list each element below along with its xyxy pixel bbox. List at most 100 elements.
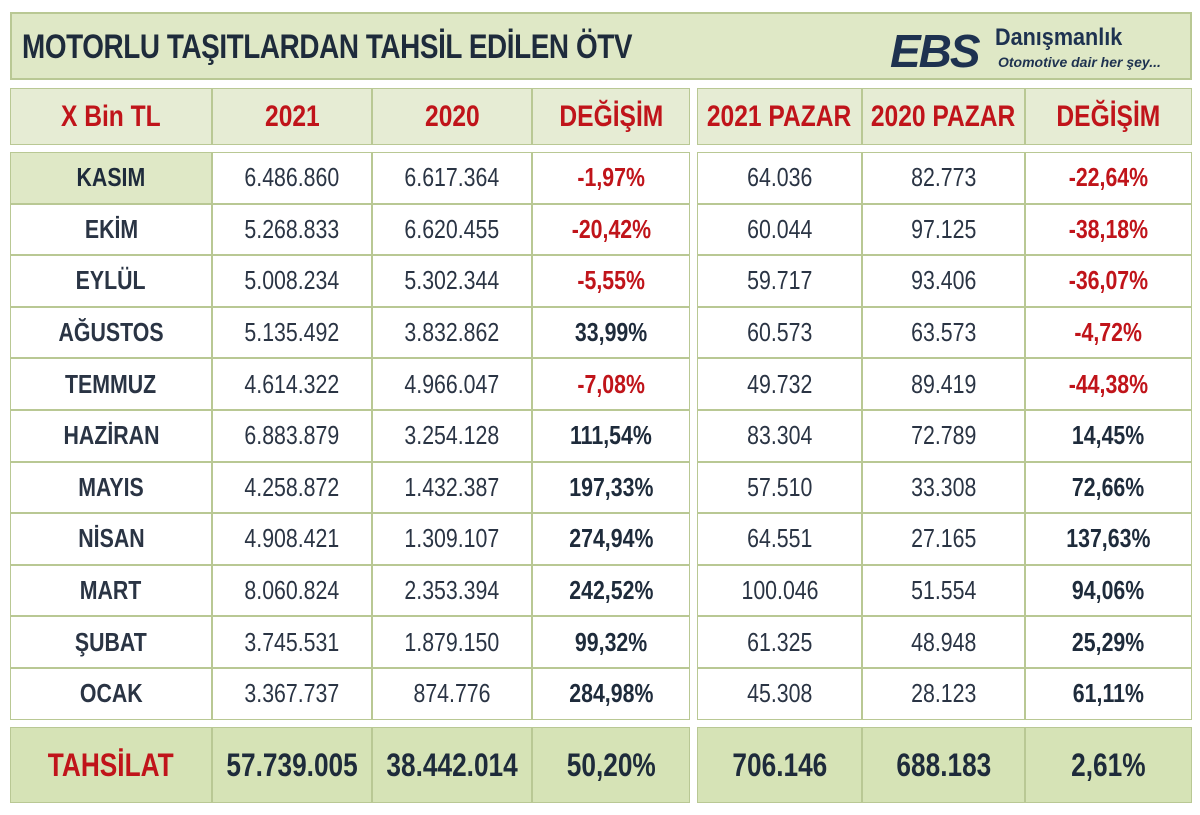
row-label-text: OCAK	[79, 678, 143, 709]
table-cell-text: 82.773	[910, 162, 977, 193]
table-cell-text: 57.510	[746, 471, 813, 502]
total-cell: 50,20%	[532, 727, 690, 803]
table-cell: 2.353.394	[372, 564, 532, 617]
table-cell-text: 72,66%	[1072, 471, 1145, 502]
row-label-text: NİSAN	[77, 523, 145, 554]
table-cell-text: 4.908.421	[244, 523, 340, 554]
column-header: DEĞİŞİM	[1025, 88, 1192, 145]
table-cell: 28.123	[862, 668, 1025, 720]
table-cell: 72.789	[862, 410, 1025, 462]
table-cell: -20,42%	[532, 203, 690, 256]
table-cell-text: 874.776	[413, 678, 491, 709]
table-cell-text: 60.573	[746, 317, 813, 348]
column-header-text: 2020 PAZAR	[871, 99, 1016, 133]
table-cell: -1,97%	[532, 152, 690, 204]
table-cell-text: 284,98%	[568, 678, 654, 709]
table-cell-text: -1,97%	[577, 162, 645, 193]
table-cell-text: -5,55%	[577, 265, 645, 296]
table-cell-text: 63.573	[910, 317, 977, 348]
ebs-logo: EBS Danışmanlık Otomotive dair her şey..…	[890, 22, 1180, 77]
row-label: ŞUBAT	[10, 616, 212, 668]
table-cell: 93.406	[862, 255, 1025, 307]
table-cell: 100.046	[697, 564, 862, 617]
total-cell: 2,61%	[1025, 727, 1192, 803]
table-cell: 14,45%	[1025, 410, 1192, 462]
table-cell: 6.617.364	[372, 152, 532, 204]
table-cell-text: 6.486.860	[244, 162, 340, 193]
table-cell: 45.308	[697, 668, 862, 720]
table-cell: 94,06%	[1025, 564, 1192, 617]
table-cell: 6.486.860	[212, 152, 372, 204]
table-cell: -7,08%	[532, 358, 690, 410]
column-header-text: 2021	[264, 99, 320, 133]
total-cell-text: 2,61%	[1071, 746, 1146, 783]
row-label-text: HAZİRAN	[63, 420, 159, 451]
table-cell: 6.620.455	[372, 203, 532, 256]
table-cell: 111,54%	[532, 410, 690, 462]
table-cell-text: 61,11%	[1072, 678, 1145, 709]
table-cell: 83.304	[697, 410, 862, 462]
table-cell-text: -20,42%	[571, 213, 651, 244]
table-cell: -44,38%	[1025, 358, 1192, 410]
table-cell: 5.268.833	[212, 203, 372, 256]
column-header-text: 2020	[424, 99, 480, 133]
row-label: EKİM	[10, 203, 212, 256]
row-label: MART	[10, 564, 212, 617]
table-cell-text: -44,38%	[1068, 368, 1149, 399]
table-cell: 33.308	[862, 461, 1025, 514]
row-label-text: MAYIS	[78, 471, 144, 502]
row-label: OCAK	[10, 668, 212, 720]
table-cell: 4.614.322	[212, 358, 372, 410]
table-cell: 25,29%	[1025, 616, 1192, 668]
table-cell: 3.832.862	[372, 306, 532, 359]
table-cell: 72,66%	[1025, 461, 1192, 514]
logo-slogan: Otomotive dair her şey...	[998, 54, 1161, 70]
table-cell-text: 274,94%	[568, 523, 654, 554]
table-cell-text: 1.879.150	[404, 626, 500, 657]
row-label: HAZİRAN	[10, 410, 212, 462]
total-cell: 38.442.014	[372, 727, 532, 803]
row-label: TEMMUZ	[10, 358, 212, 410]
table-cell-text: 48.948	[910, 626, 977, 657]
table-cell-text: 137,63%	[1066, 523, 1151, 554]
table-cell: 51.554	[862, 564, 1025, 617]
table-cell-text: 1.432.387	[404, 471, 500, 502]
table-cell: 61.325	[697, 616, 862, 668]
table-cell-text: 49.732	[746, 368, 813, 399]
table-cell: 242,52%	[532, 564, 690, 617]
total-cell: 688.183	[862, 727, 1025, 803]
total-cell-text: 38.442.014	[386, 746, 518, 783]
table-cell-text: 89.419	[910, 368, 977, 399]
total-cell-text: 50,20%	[566, 746, 656, 783]
column-header: 2020 PAZAR	[862, 88, 1025, 145]
row-label-text: EYLÜL	[76, 265, 146, 296]
table-cell-text: 5.268.833	[244, 213, 340, 244]
table-cell-text: 27.165	[910, 523, 977, 554]
total-cell: 706.146	[697, 727, 862, 803]
table-cell: 5.135.492	[212, 306, 372, 359]
table-cell: 5.008.234	[212, 255, 372, 307]
table-cell-text: 28.123	[910, 678, 977, 709]
logo-name: Danışmanlık	[995, 24, 1123, 51]
total-cell-text: 57.739.005	[226, 746, 358, 783]
row-label: MAYIS	[10, 461, 212, 514]
table-cell-text: 72.789	[910, 420, 977, 451]
column-header: 2021	[212, 88, 372, 145]
table-cell-text: 99,32%	[574, 626, 648, 657]
column-header: X Bin TL	[10, 88, 212, 145]
table-cell: 60.044	[697, 203, 862, 256]
table-cell: 274,94%	[532, 513, 690, 565]
table-cell-text: 33,99%	[574, 317, 648, 348]
table-cell-text: 45.308	[746, 678, 813, 709]
table-cell: 874.776	[372, 668, 532, 720]
table-cell: 33,99%	[532, 306, 690, 359]
table-cell-text: 33.308	[910, 471, 977, 502]
table-cell: 8.060.824	[212, 564, 372, 617]
table-cell-text: 6.883.879	[244, 420, 340, 451]
table-cell-text: 3.254.128	[404, 420, 500, 451]
table-cell-text: 2.353.394	[404, 575, 500, 606]
table-cell: 284,98%	[532, 668, 690, 720]
title-bar: MOTORLU TAŞITLARDAN TAHSİL EDİLEN ÖTV EB…	[10, 12, 1192, 80]
total-cell: 57.739.005	[212, 727, 372, 803]
table-cell: 48.948	[862, 616, 1025, 668]
